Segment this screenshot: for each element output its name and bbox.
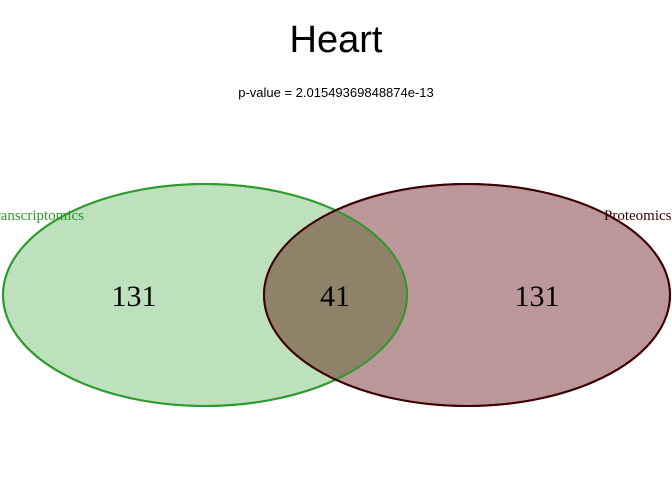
chart-title: Heart [290,19,383,61]
set-a-label: Transcriptomics [0,208,84,224]
set-b-outline [263,183,671,407]
count-only-a: 131 [112,280,157,313]
p-value-subtitle: p-value = 2.01549369848874e-13 [238,85,434,100]
set-a-outline [2,183,408,407]
count-intersection: 41 [320,280,350,313]
set-b-label: Proteomics [604,208,672,224]
intersection-region [264,184,407,406]
count-only-b: 131 [515,280,560,313]
